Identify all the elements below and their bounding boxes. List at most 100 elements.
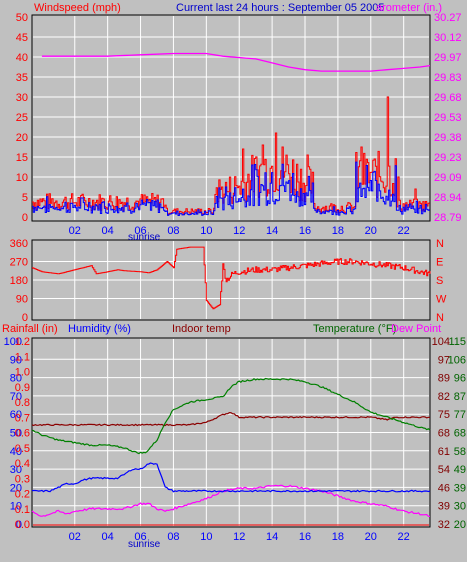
x-tick-label: 16 [299, 225, 311, 237]
x-tick-label: 04 [102, 225, 114, 237]
dew-point-legend: Dew Point [391, 323, 441, 335]
humidity-tick-label: 90 [10, 354, 22, 366]
humidity-line [31, 462, 431, 493]
barometer-tick-label: 29.83 [434, 72, 462, 84]
rainfall-tick-label: 1.1 [15, 351, 30, 363]
temperature-c-tick-label: 68 [454, 428, 466, 440]
temperature-f-tick-label: 89 [438, 373, 450, 385]
x-tick-label: 08 [167, 225, 179, 237]
rainfall-axis-title: Rainfall (in) [2, 323, 58, 335]
windspeed-tick-label: 10 [16, 172, 28, 184]
x-tick-label: 10 [200, 225, 212, 237]
x-tick-label: 06 [134, 531, 146, 543]
x-tick-label: 02 [69, 225, 81, 237]
x-tick-label: 10 [200, 531, 212, 543]
direction-tick-label: 90 [16, 294, 28, 306]
x-tick-label: 04 [102, 531, 114, 543]
barometer-line [41, 52, 431, 72]
sunrise-label-top: sunrise [128, 232, 161, 243]
axis-labels: 02 04 06 08 10 12 14 16 18 20 22 02 04 06 08 10 12 14 16 18… [4, 12, 466, 543]
humidity-tick-label: 20 [10, 482, 22, 494]
rainfall-tick-label: 0.8 [15, 397, 30, 409]
windspeed-tick-label: 25 [16, 112, 28, 124]
temperature-f-tick-label: 68 [438, 428, 450, 440]
wind-direction-line [32, 246, 431, 310]
humidity-tick-label: 60 [10, 409, 22, 421]
temperature-c-tick-label: 96 [454, 373, 466, 385]
humidity-tick-label: 40 [10, 446, 22, 458]
temperature-f-tick-label: 104 [432, 336, 450, 348]
windspeed-tick-label: 30 [16, 92, 28, 104]
humidity-tick-label: 30 [10, 464, 22, 476]
windspeed-tick-label: 45 [16, 32, 28, 44]
indoor-temp-legend: Indoor temp [172, 323, 231, 335]
rainfall-tick-label: 1.2 [15, 336, 30, 348]
barometer-axis-title: arometer (in.) [376, 2, 442, 14]
barometer-tick-label: 28.94 [434, 192, 462, 204]
temperature-c-tick-label: 115 [448, 336, 466, 348]
rainfall-tick-label: 0.9 [15, 382, 30, 394]
temperature-c-tick-label: 39 [454, 482, 466, 494]
rainfall-tick-label: 1.0 [15, 367, 30, 379]
rainfall-tick-label: 0.1 [15, 504, 30, 516]
compass-tick-label: E [436, 257, 443, 269]
x-tick-label: 18 [332, 225, 344, 237]
rainfall-tick-label: 0.5 [15, 443, 30, 455]
x-tick-label: 16 [299, 531, 311, 543]
barometer-tick-label: 29.97 [434, 52, 462, 64]
temperature-c-tick-label: 30 [454, 501, 466, 513]
humidity-tick-label: 100 [4, 336, 22, 348]
x-tick-label: 12 [233, 225, 245, 237]
direction-tick-label: 180 [10, 275, 28, 287]
temperature-f-tick-label: 82 [438, 391, 450, 403]
windspeed-tick-label: 40 [16, 52, 28, 64]
x-tick-label: 02 [69, 531, 81, 543]
dew-point-line [31, 484, 431, 517]
temperature-c-tick-label: 87 [454, 391, 466, 403]
barometer-tick-label: 29.09 [434, 172, 462, 184]
chart-title: Current last 24 hours : September 05 200… [176, 2, 385, 14]
temperature-c-tick-label: 20 [454, 519, 466, 531]
windspeed-tick-label: 15 [16, 152, 28, 164]
rainfall-tick-label: 0.6 [15, 428, 30, 440]
rainfall-tick-label: 0.3 [15, 473, 30, 485]
temperature-c-tick-label: 58 [454, 446, 466, 458]
temperature-c-tick-label: 77 [454, 409, 466, 421]
compass-tick-label: N [436, 312, 444, 324]
windspeed-tick-label: 20 [16, 132, 28, 144]
temperature-line [31, 377, 431, 455]
temperature-f-tick-label: 54 [438, 464, 450, 476]
x-tick-label: 22 [398, 225, 410, 237]
rainfall-tick-label: 0.7 [15, 412, 30, 424]
wind-average-line [32, 161, 430, 216]
humidity-tick-label: 80 [10, 373, 22, 385]
x-tick-label: 14 [266, 531, 278, 543]
windspeed-tick-label: 5 [22, 192, 28, 204]
humidity-tick-label: 0 [16, 519, 22, 531]
windspeed-tick-label: 50 [16, 12, 28, 24]
rainfall-tick-label: 0.0 [15, 519, 30, 531]
rainfall-tick-label: 0.4 [15, 458, 30, 470]
barometer-tick-label: 29.68 [434, 92, 462, 104]
x-tick-label: 08 [167, 531, 179, 543]
barometer-tick-label: 29.38 [434, 132, 462, 144]
x-tick-label: 20 [365, 225, 377, 237]
windspeed-axis-title: Windspeed (mph) [34, 2, 121, 14]
barometer-tick-label: 30.12 [434, 32, 462, 44]
barometer-tick-label: 28.79 [434, 212, 462, 224]
compass-tick-label: W [436, 294, 447, 306]
series-lines [31, 52, 431, 526]
windspeed-tick-label: 0 [22, 212, 28, 224]
compass-tick-label: S [436, 275, 443, 287]
direction-tick-label: 360 [10, 238, 28, 250]
barometer-tick-label: 29.53 [434, 112, 462, 124]
direction-tick-label: 0 [22, 312, 28, 324]
temperature-f-tick-label: 97 [438, 354, 450, 366]
x-tick-label: 22 [398, 531, 410, 543]
x-tick-label: 20 [365, 531, 377, 543]
barometer-tick-label: 30.27 [434, 12, 462, 24]
indoor-temp-line [31, 411, 430, 427]
compass-tick-label: N [436, 238, 444, 250]
direction-tick-label: 270 [10, 257, 28, 269]
